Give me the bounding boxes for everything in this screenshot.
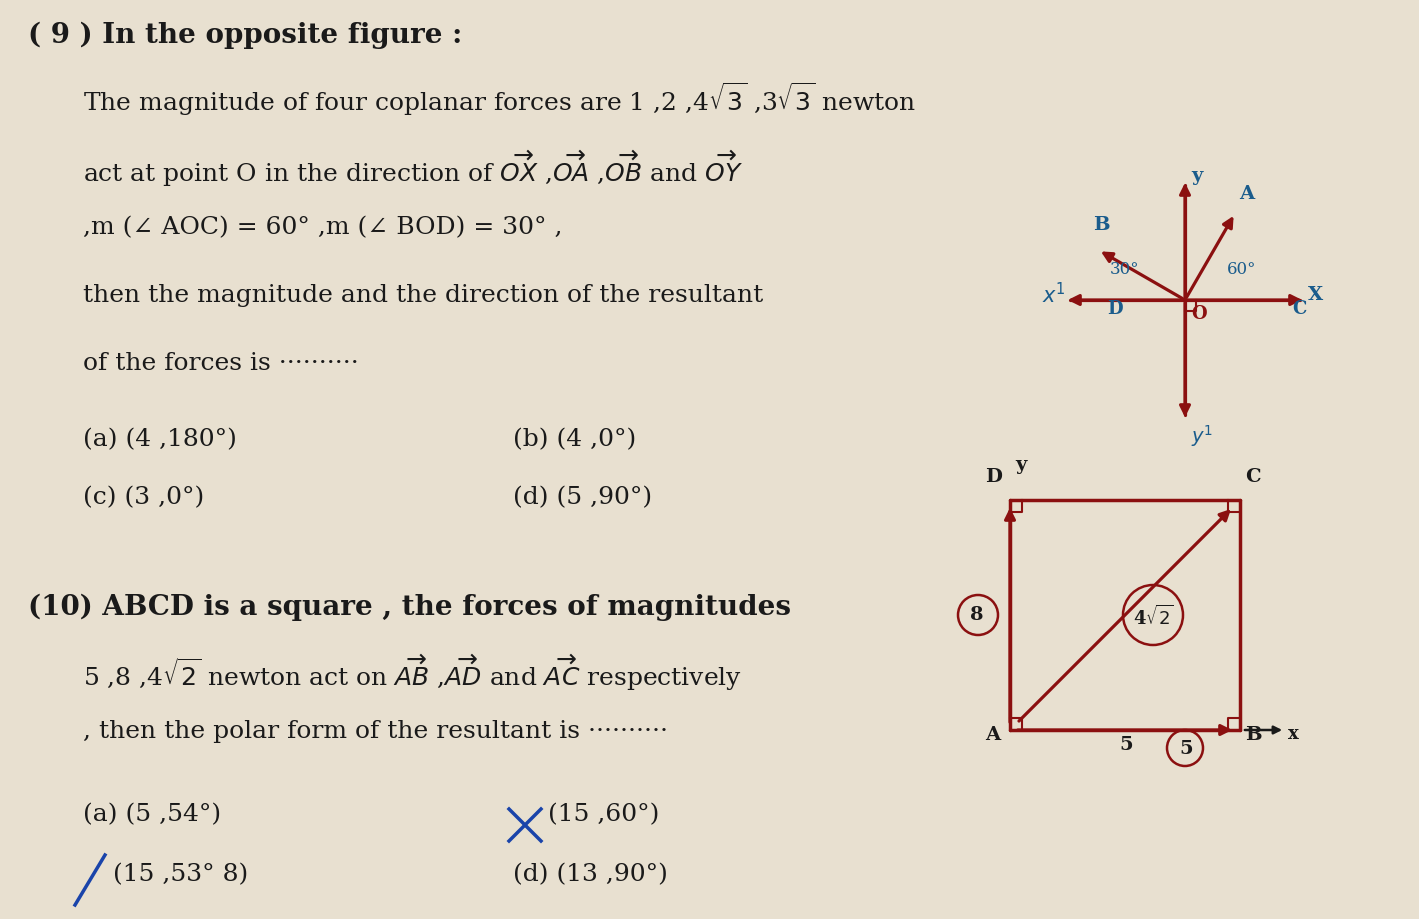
Text: $\mathit{x}^1$: $\mathit{x}^1$ <box>1042 282 1066 307</box>
Text: 5: 5 <box>1179 740 1192 758</box>
Text: (15 ,53° 8): (15 ,53° 8) <box>114 863 248 886</box>
Text: (d) (13 ,90°): (d) (13 ,90°) <box>514 863 668 886</box>
Text: $\mathit{y}^1$: $\mathit{y}^1$ <box>1191 423 1213 448</box>
Text: ( 9 ) In the opposite figure :: ( 9 ) In the opposite figure : <box>28 22 463 50</box>
Text: B: B <box>1094 216 1110 234</box>
Text: D: D <box>1107 300 1122 318</box>
Text: , then the polar form of the resultant is ··········: , then the polar form of the resultant i… <box>82 720 668 743</box>
Text: (a) (5 ,54°): (a) (5 ,54°) <box>82 803 221 826</box>
Text: x: x <box>1288 725 1298 743</box>
Text: 5 ,8 ,4$\sqrt{2}$ newton act on $\overrightarrow{AB}$ ,$\overrightarrow{AD}$ and: 5 ,8 ,4$\sqrt{2}$ newton act on $\overri… <box>82 652 742 693</box>
Text: then the magnitude and the direction of the resultant: then the magnitude and the direction of … <box>82 284 763 307</box>
Text: O: O <box>1191 305 1206 323</box>
Text: D: D <box>985 468 1002 486</box>
Text: ,m (∠ AOC) = 60° ,m (∠ BOD) = 30° ,: ,m (∠ AOC) = 60° ,m (∠ BOD) = 30° , <box>82 216 562 239</box>
Text: C: C <box>1293 300 1307 318</box>
Text: 30°: 30° <box>1110 261 1139 278</box>
Text: 4$\sqrt{2}$: 4$\sqrt{2}$ <box>1132 605 1174 630</box>
Text: The magnitude of four coplanar forces are 1 ,2 ,4$\sqrt{3}$ ,3$\sqrt{3}$ newton: The magnitude of four coplanar forces ar… <box>82 80 917 118</box>
Text: X: X <box>1308 286 1324 304</box>
Text: (c) (3 ,0°): (c) (3 ,0°) <box>82 486 204 509</box>
Text: (10) ABCD is a square , the forces of magnitudes: (10) ABCD is a square , the forces of ma… <box>28 594 790 621</box>
Text: (15 ,60°): (15 ,60°) <box>548 803 660 826</box>
Text: (b) (4 ,0°): (b) (4 ,0°) <box>514 428 636 451</box>
Text: 60°: 60° <box>1227 261 1256 278</box>
Text: y: y <box>1191 167 1202 185</box>
Text: (a) (4 ,180°): (a) (4 ,180°) <box>82 428 237 451</box>
Text: B: B <box>1244 726 1261 744</box>
Text: (d) (5 ,90°): (d) (5 ,90°) <box>514 486 653 509</box>
Text: 5: 5 <box>1120 736 1132 754</box>
Text: 8: 8 <box>971 606 983 624</box>
Text: A: A <box>985 726 1000 744</box>
Text: of the forces is ··········: of the forces is ·········· <box>82 352 359 375</box>
Text: act at point O in the direction of $\overrightarrow{OX}$ ,$\overrightarrow{OA}$ : act at point O in the direction of $\ove… <box>82 148 744 188</box>
Text: C: C <box>1244 468 1260 486</box>
Text: A: A <box>1239 186 1254 203</box>
Text: y: y <box>1015 456 1026 474</box>
